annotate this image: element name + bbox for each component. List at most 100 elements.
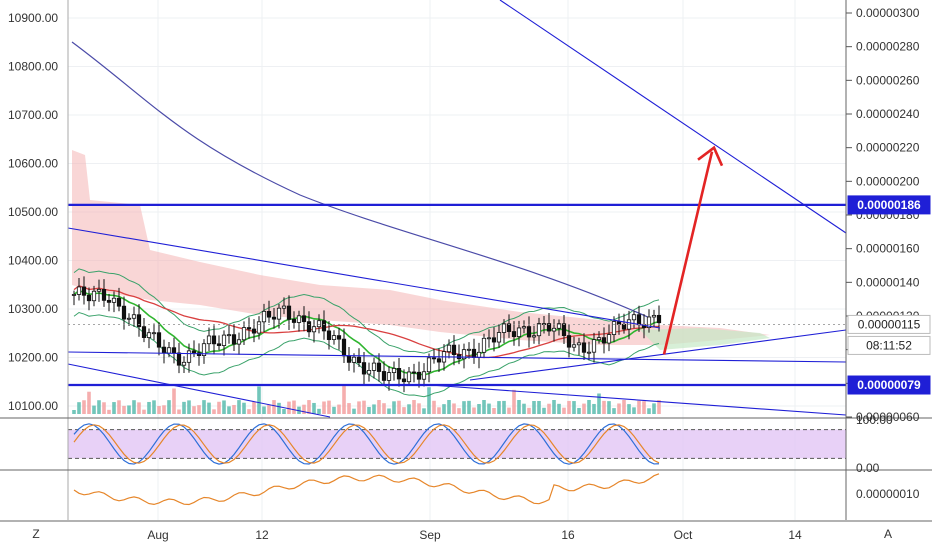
left-price-axis[interactable]: 10900.00 10800.00 10700.00 10600.00 10500.00…: [8, 11, 58, 413]
candle-body: [651, 314, 657, 318]
candle-body: [576, 342, 582, 346]
candle-body: [171, 347, 177, 354]
candle-body: [186, 350, 192, 363]
volume-bar: [117, 400, 121, 414]
volume-bar: [152, 400, 156, 414]
candle-body: [261, 310, 267, 323]
candle-body: [161, 346, 167, 354]
candle-body: [76, 286, 82, 295]
time-axis-tick: Sep: [419, 528, 441, 542]
volume-bar: [357, 401, 361, 414]
candle-body: [491, 337, 497, 343]
volume-bar: [282, 408, 286, 414]
volume-bar: [232, 404, 236, 414]
volume-bar: [562, 407, 566, 414]
candle-body: [506, 323, 512, 332]
price-tag-label: 08:11:52: [866, 338, 912, 352]
right-axis-tick: 0.00000220: [856, 141, 920, 155]
cloud-bull: [640, 328, 770, 350]
volume-bar: [82, 400, 86, 414]
breakout-arrow: [662, 151, 714, 355]
candle-body: [426, 357, 432, 373]
axis-corners[interactable]: Z A: [32, 527, 892, 541]
volume-bar: [577, 407, 581, 414]
candle-body: [431, 357, 437, 360]
volume-bar: [362, 400, 366, 414]
candle-body: [316, 320, 322, 328]
candle-body: [281, 305, 287, 309]
candle-body: [86, 294, 92, 302]
right-axis-tick: 0.00000260: [856, 73, 920, 87]
volume-bar: [382, 403, 386, 414]
candle-body: [331, 335, 337, 341]
right-price-axis[interactable]: 0.00000300 0.00000280 0.00000260 0.00000240…: [846, 6, 920, 501]
time-axis-tick: 16: [561, 528, 575, 542]
volume-bar: [172, 388, 176, 414]
price-tag-box: [847, 195, 931, 215]
volume-bar: [567, 400, 571, 414]
volume-bar: [642, 401, 646, 414]
candle-body: [611, 321, 617, 335]
candle-body: [396, 368, 402, 380]
candle-body: [306, 321, 312, 333]
candle-body: [421, 371, 427, 380]
auto-scale-button[interactable]: A: [884, 527, 892, 541]
volume-bar: [322, 401, 326, 414]
volume-bar: [167, 400, 171, 414]
candle-body: [291, 318, 297, 323]
candle-body: [91, 290, 97, 302]
volume-bar: [477, 404, 481, 414]
candle-body: [401, 378, 407, 383]
volume-bar: [132, 400, 136, 414]
volume-bar: [657, 400, 661, 414]
volume-bar: [372, 404, 376, 414]
volume-bar: [102, 402, 106, 414]
volume-bar: [517, 400, 521, 414]
volume-bar: [412, 400, 416, 414]
candle-body: [621, 323, 627, 330]
candle-body: [221, 334, 227, 346]
candle-body: [206, 335, 212, 345]
volume-bar: [432, 400, 436, 414]
candle-body: [636, 314, 642, 326]
right-axis-tick: 0.00000200: [856, 174, 920, 188]
volume-bars: [72, 386, 661, 414]
candle-body: [96, 289, 102, 292]
volume-bar: [632, 407, 636, 414]
price-tag-label: 0.00000079: [857, 378, 921, 392]
candle-body: [516, 327, 522, 338]
candle-body: [326, 330, 332, 341]
time-axis[interactable]: Aug 12 Sep 16 Oct 14: [147, 528, 802, 542]
candle-body: [286, 305, 292, 320]
volume-bar: [197, 405, 201, 414]
upper-trendline: [67, 227, 661, 329]
candle-body: [371, 362, 377, 371]
candle-body: [531, 335, 537, 338]
volume-bar: [397, 400, 401, 414]
left-axis-tick: 10200.00: [8, 351, 58, 365]
rising-support-line: [469, 329, 847, 381]
volume-bar: [292, 400, 296, 414]
volume-bar: [192, 406, 196, 414]
volume-bar: [327, 400, 331, 414]
candle-body: [556, 323, 562, 329]
volume-bar: [597, 393, 601, 414]
volume-bar: [302, 404, 306, 414]
volume-bar: [147, 401, 151, 414]
volume-bar: [77, 402, 81, 414]
candle-body: [346, 355, 352, 363]
candle-body: [256, 321, 262, 334]
candle-body: [276, 307, 282, 320]
volume-bar: [267, 404, 271, 414]
candle-body: [646, 316, 652, 329]
trendlines[interactable]: [67, 0, 847, 418]
moving-average-red: [73, 285, 660, 359]
candle-body: [251, 328, 257, 334]
volume-bar: [582, 403, 586, 414]
zoom-corner-button[interactable]: Z: [32, 527, 39, 541]
volume-bar: [247, 409, 251, 414]
pane-frame: [0, 0, 932, 522]
volume-bar: [367, 406, 371, 414]
volume-bar: [487, 403, 491, 414]
